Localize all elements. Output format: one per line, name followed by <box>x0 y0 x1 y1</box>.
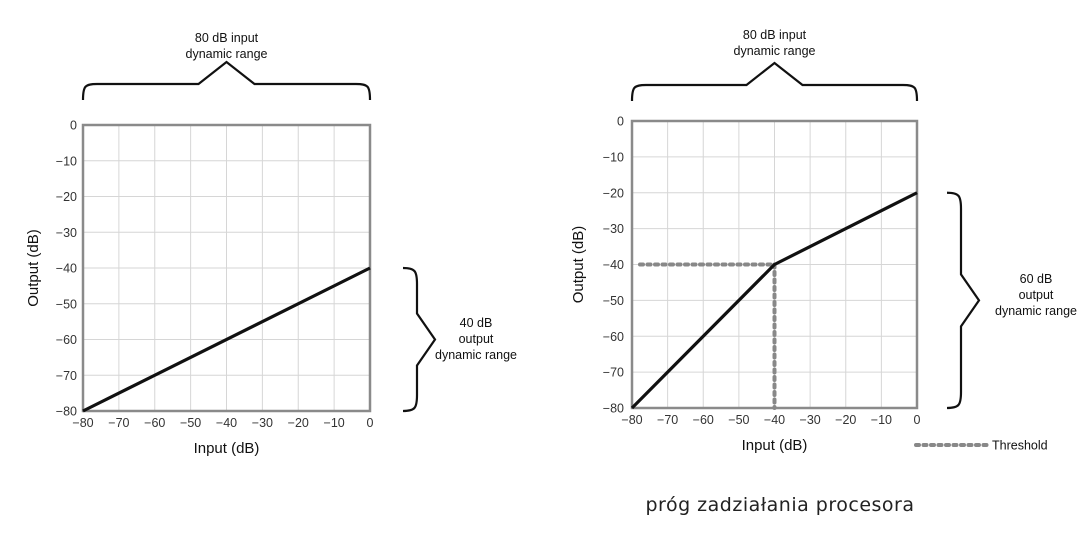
input-range-label: 80 dB input <box>743 28 807 42</box>
input-range-label: 80 dB input <box>195 31 259 45</box>
y-tick-label: −20 <box>603 186 624 200</box>
output-range-label: output <box>1019 288 1054 302</box>
y-tick-label: −20 <box>56 190 77 204</box>
y-tick-label: 0 <box>70 119 77 133</box>
output-range-label: dynamic range <box>995 304 1077 318</box>
y-tick-label: −70 <box>603 366 624 380</box>
x-tick-label: −30 <box>800 413 821 427</box>
output-range-brace <box>946 191 981 410</box>
input-range-brace <box>630 61 919 102</box>
x-axis-label: Input (dB) <box>194 440 260 457</box>
x-tick-label: −70 <box>657 413 678 427</box>
x-tick-label: −80 <box>621 413 642 427</box>
y-tick-label: −40 <box>603 258 624 272</box>
x-tick-label: −50 <box>728 413 749 427</box>
y-tick-label: −10 <box>56 154 77 168</box>
x-axis-label: Input (dB) <box>742 437 808 454</box>
x-tick-label: 0 <box>914 413 921 427</box>
input-range-label: dynamic range <box>186 47 268 61</box>
x-tick-label: 0 <box>367 416 374 430</box>
y-tick-label: −30 <box>603 222 624 236</box>
output-range-label: dynamic range <box>435 348 517 362</box>
y-tick-label: −10 <box>603 150 624 164</box>
output-range-label: 40 dB <box>460 316 493 330</box>
y-tick-label: −80 <box>603 402 624 416</box>
x-tick-label: −50 <box>180 416 201 430</box>
y-tick-label: −60 <box>56 333 77 347</box>
legend-threshold-label: Threshold <box>992 439 1048 453</box>
x-tick-label: −20 <box>288 416 309 430</box>
x-tick-label: −60 <box>693 413 714 427</box>
x-tick-label: −60 <box>144 416 165 430</box>
series-line <box>82 266 371 413</box>
y-tick-label: −30 <box>56 226 77 240</box>
y-tick-label: −80 <box>56 405 77 419</box>
input-range-brace <box>81 60 372 101</box>
series-line <box>630 191 918 410</box>
x-tick-label: −10 <box>871 413 892 427</box>
output-range-label: 60 dB <box>1020 272 1053 286</box>
x-tick-label: −20 <box>835 413 856 427</box>
output-range-label: output <box>459 332 494 346</box>
y-tick-label: −50 <box>603 294 624 308</box>
y-tick-label: −50 <box>56 297 77 311</box>
y-axis-label: Output (dB) <box>25 229 42 307</box>
y-axis-label: Output (dB) <box>570 226 587 304</box>
input-range-label: dynamic range <box>734 44 816 58</box>
caption: próg zadziałania procesora <box>645 494 915 516</box>
x-tick-label: −40 <box>216 416 237 430</box>
x-tick-label: −10 <box>324 416 345 430</box>
y-tick-label: −60 <box>603 330 624 344</box>
output-range-brace <box>402 266 437 413</box>
y-tick-label: 0 <box>617 115 624 129</box>
chart-1: −80 −70 −60 −50 −40 −30 −20 −10 0 0 −10 −20 −30 −40 −5… <box>25 31 517 457</box>
x-tick-label: −30 <box>252 416 273 430</box>
y-tick-label: −70 <box>56 369 77 383</box>
x-tick-label: −40 <box>764 413 785 427</box>
x-tick-label: −70 <box>108 416 129 430</box>
chart-2: −80 −70 −60 −50 −40 −30 −20 −10 0 0 −10 −20 −30 −40 −5… <box>570 28 1077 454</box>
x-tick-label: −80 <box>72 416 93 430</box>
y-tick-label: −40 <box>56 262 77 276</box>
